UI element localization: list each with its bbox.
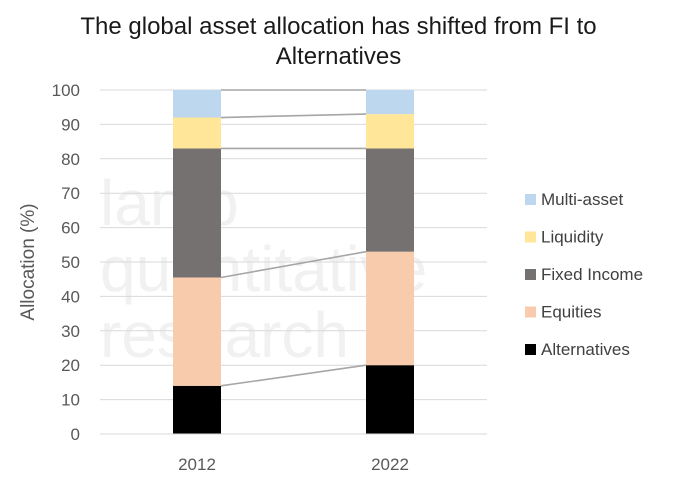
bar-segment-multi-asset [173,90,221,118]
legend-item: Equities [525,303,601,322]
y-tick-label: 60 [61,219,80,238]
y-tick-label: 40 [61,287,80,306]
legend-swatch [525,269,536,280]
y-axis-label: Allocation (%) [18,203,39,320]
legend: Multi-asset Liquidity Fixed Income Equities… [525,190,643,359]
connector-line [220,364,367,387]
axes: 0 10 20 30 40 50 60 70 80 90 100 2012 2022 [52,81,487,474]
y-tick-label: 20 [61,356,80,375]
legend-item: Liquidity [525,228,604,247]
legend-label: Alternatives [541,340,630,359]
x-tick-label: 2012 [178,455,216,474]
y-tick-label: 0 [71,425,80,444]
bar-segment-equities [173,277,221,386]
chart-title-line-1: The global asset allocation has shifted … [80,13,597,40]
bar-segment-multi-asset [366,90,414,115]
y-tick-label: 90 [61,115,80,134]
bars [173,90,414,434]
watermark-text: research [100,299,349,371]
legend-item: Fixed Income [525,265,643,284]
connector-lines [220,89,367,387]
y-tick-label: 50 [61,253,80,272]
legend-swatch [525,344,536,355]
chart-title-line-2: Alternatives [275,43,402,70]
bar-segment-alternatives [366,365,414,434]
legend-item: Multi-asset [525,190,623,209]
legend-label: Liquidity [541,228,604,247]
legend-swatch [525,306,536,318]
y-tick-label: 30 [61,322,80,341]
x-tick-label: 2022 [371,455,409,474]
y-tick-label: 10 [61,391,80,410]
legend-swatch [525,194,536,205]
y-tick-label: 70 [61,184,80,203]
y-tick-label: 100 [52,81,80,100]
bar-segment-alternatives [173,385,221,434]
bar-segment-liquidity [366,114,414,149]
legend-label: Multi-asset [541,190,623,209]
chart-title: The global asset allocation has shifted … [0,12,677,72]
connector-line [220,250,367,279]
y-tick-label: 80 [61,150,80,169]
legend-label: Fixed Income [541,265,643,284]
legend-item: Alternatives [525,340,630,359]
connector-line [220,113,367,119]
legend-label: Equities [541,303,601,322]
bar-segment-equities [366,251,414,366]
legend-swatch [525,231,536,243]
bar-segment-fixed-income [173,148,221,278]
bar-segment-liquidity [173,117,221,149]
bar-segment-fixed-income [366,148,414,252]
